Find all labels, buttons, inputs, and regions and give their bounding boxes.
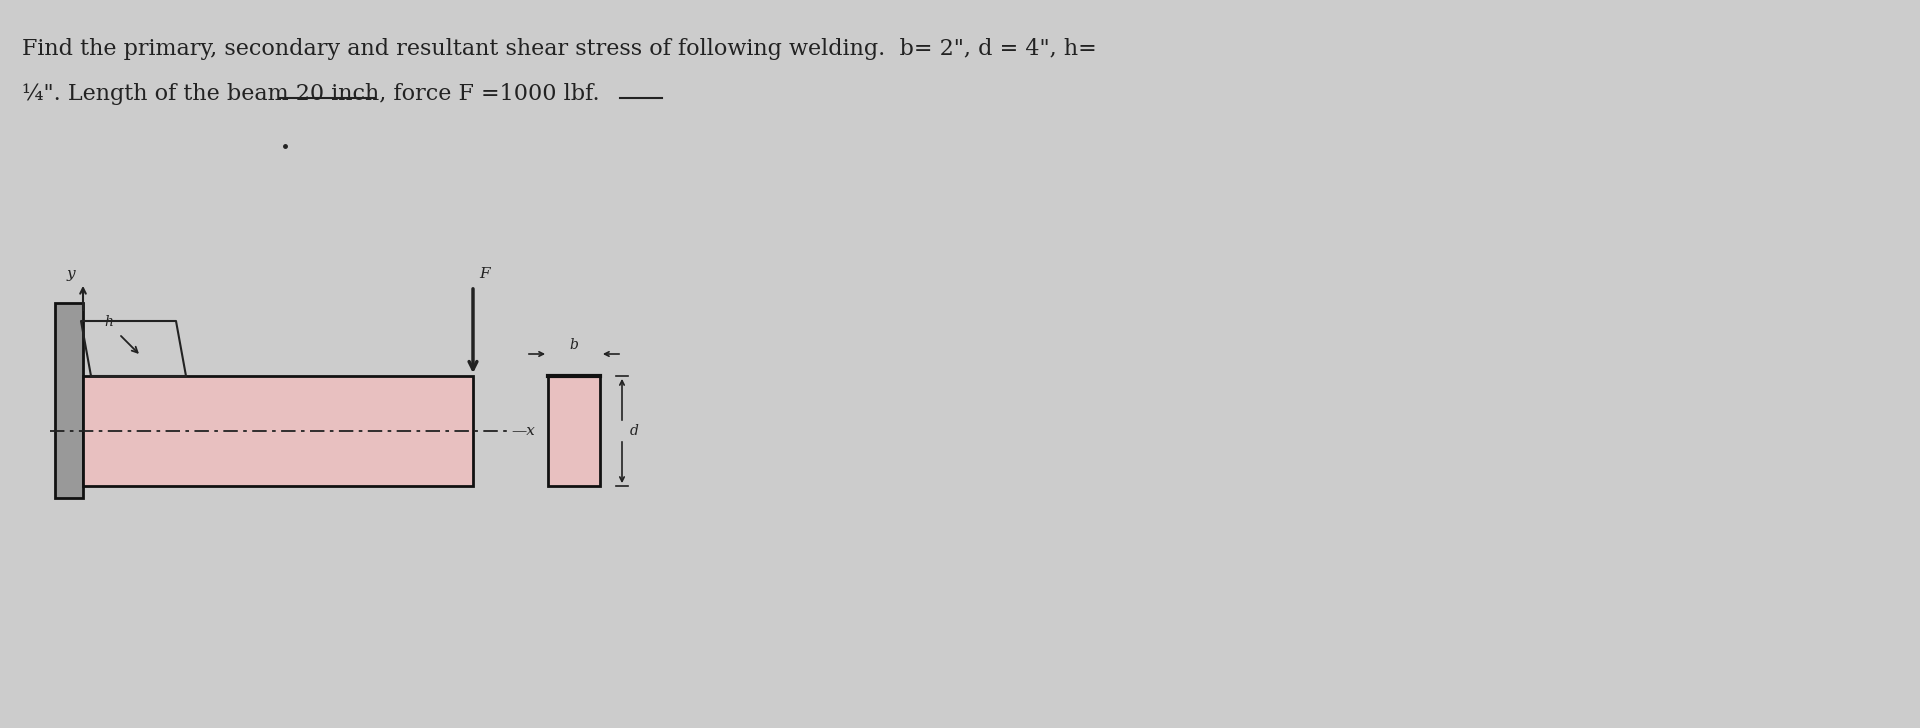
Text: b: b: [570, 338, 578, 352]
Text: y: y: [67, 267, 75, 281]
Text: F: F: [478, 267, 490, 281]
Text: h: h: [104, 315, 113, 329]
Text: ¼". Length of the beam 20 inch, force F =1000 lbf.: ¼". Length of the beam 20 inch, force F …: [21, 83, 599, 105]
Bar: [547, 376, 599, 486]
Text: d: d: [630, 424, 639, 438]
Text: Find the primary, secondary and resultant shear stress of following welding.  b=: Find the primary, secondary and resultan…: [21, 38, 1096, 60]
Text: —x: —x: [511, 424, 536, 438]
Bar: [56, 303, 83, 498]
Bar: [83, 376, 472, 486]
